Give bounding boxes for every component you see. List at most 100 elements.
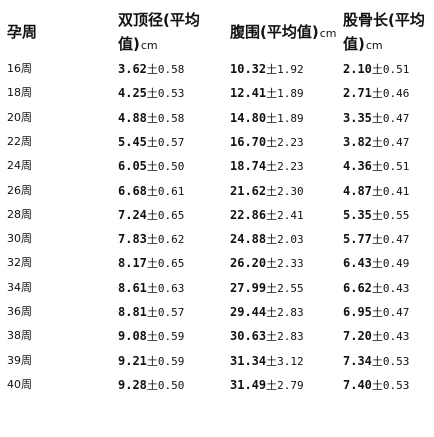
fl-mean: 5.77 [343,232,372,247]
ac-cell: 31.49土2.79 [230,373,304,398]
ac-sd: 土1.92 [266,63,304,76]
bpd-mean: 8.17 [118,256,147,271]
bpd-sd: 土0.63 [146,281,185,295]
ac-cell: 30.63土2.83 [230,324,304,349]
ac-mean: 21.62 [230,183,267,198]
fl-sd: 土0.47 [371,135,410,149]
ac-mean: 16.70 [230,134,267,149]
fl-cell: 7.20土0.43 [343,324,409,349]
header-bpd-unit: cm [140,39,158,52]
bpd-mean: 6.68 [118,183,147,198]
bpd-sd: 土0.50 [146,160,185,174]
fl-sd: 土0.49 [371,257,410,271]
header-bpd-line2-text: 值) [118,35,140,53]
table-row: 30周 7.83土0.62 24.88土2.03 5.77土0.47 [0,227,434,251]
fl-mean: 7.40 [343,377,372,392]
bpd-sd: 土0.53 [146,87,185,101]
bpd-cell: 8.61土0.63 [118,276,184,301]
week-cell: 30周 [7,232,32,246]
ac-mean: 22.86 [230,207,267,222]
bpd-sd: 土0.62 [146,233,185,247]
fl-mean: 5.35 [343,207,372,222]
table-row: 38周 9.08土0.59 30.63土2.83 7.20土0.43 [0,324,434,348]
bpd-mean: 4.88 [118,110,147,125]
fl-mean: 4.87 [343,183,372,198]
bpd-mean: 6.05 [118,159,147,174]
week-cell: 24周 [7,159,32,173]
bpd-cell: 9.21土0.59 [118,349,184,374]
ac-mean: 31.49 [230,377,267,392]
bpd-cell: 9.08土0.59 [118,324,184,349]
ac-cell: 22.86土2.41 [230,203,304,228]
ac-sd: 土3.12 [266,354,304,368]
header-fl-line2-text: 值) [343,35,365,53]
bpd-sd: 土0.65 [146,208,185,222]
ac-cell: 29.44土2.83 [230,300,304,325]
fl-cell: 3.82土0.47 [343,130,409,155]
table-row: 28周 7.24土0.65 22.86土2.41 5.35土0.55 [0,203,434,227]
bpd-cell: 4.88土0.58 [118,106,184,131]
ac-sd: 土2.03 [266,233,304,247]
week-cell: 18周 [7,86,32,100]
header-biparietal-diameter: 双顶径(平均 值)cm [118,8,200,58]
fl-mean: 7.34 [343,353,372,368]
fl-cell: 3.35土0.47 [343,106,409,131]
week-cell: 39周 [7,353,32,367]
bpd-sd: 土0.61 [146,184,185,198]
bpd-sd: 土0.58 [146,111,185,125]
header-fl-line1: 股骨长(平均 [343,11,425,29]
table-row: 24周 6.05土0.50 18.74土2.23 4.36土0.51 [0,154,434,178]
ac-cell: 31.34土3.12 [230,349,304,374]
header-bpd-line1: 双顶径(平均 [118,11,200,29]
bpd-cell: 4.25土0.53 [118,81,184,106]
ac-cell: 18.74土2.23 [230,154,304,179]
ac-mean: 31.34 [230,353,267,368]
fl-sd: 土0.47 [371,111,410,125]
ac-cell: 10.32土1.92 [230,57,304,82]
bpd-mean: 3.62 [118,62,147,76]
table-row: 34周 8.61土0.63 27.99土2.55 6.62土0.43 [0,276,434,300]
bpd-cell: 3.62土0.58 [118,57,184,82]
bpd-cell: 5.45土0.57 [118,130,184,155]
ac-sd: 土2.23 [266,160,304,174]
bpd-sd: 土0.59 [146,354,185,368]
header-ac-label: 腹围(平均值) [230,23,319,41]
fl-mean: 6.95 [343,305,372,319]
fl-cell: 4.36土0.51 [343,154,409,179]
header-bpd-line2: 值)cm [118,32,200,58]
ac-sd: 土1.89 [266,111,304,125]
ac-cell: 27.99土2.55 [230,276,304,301]
ac-sd: 土2.83 [266,306,304,319]
fl-cell: 5.35土0.55 [343,203,409,228]
week-cell: 20周 [7,110,32,124]
table-row: 40周 9.28土0.50 31.49土2.79 7.40土0.53 [0,373,434,397]
ac-cell: 21.62土2.30 [230,179,304,204]
bpd-sd: 土0.50 [146,378,185,392]
header-abdominal-circumference: 腹围(平均值)cm [230,20,336,46]
bpd-sd: 土0.57 [146,306,185,319]
fl-sd: 土0.43 [371,330,410,344]
header-fl-unit: cm [365,39,383,52]
bpd-mean: 7.24 [118,207,147,222]
fl-mean: 3.35 [343,110,372,125]
ac-cell: 16.70土2.23 [230,130,304,155]
fl-cell: 6.43土0.49 [343,251,409,276]
fl-mean: 2.71 [343,86,372,101]
table-row: 20周 4.88土0.58 14.80土1.89 3.35土0.47 [0,106,434,130]
fl-mean: 4.36 [343,159,372,174]
ac-cell: 26.20土2.33 [230,251,304,276]
fl-mean: 6.43 [343,256,372,271]
bpd-cell: 8.17土0.65 [118,251,184,276]
table-row: 32周 8.17土0.65 26.20土2.33 6.43土0.49 [0,251,434,275]
table-row: 22周 5.45土0.57 16.70土2.23 3.82土0.47 [0,130,434,154]
week-cell: 16周 [7,62,32,75]
ac-mean: 18.74 [230,159,267,174]
fl-cell: 7.34土0.53 [343,349,409,374]
fl-cell: 7.40土0.53 [343,373,409,398]
bpd-cell: 8.81土0.57 [118,300,184,325]
fl-cell: 6.95土0.47 [343,300,409,325]
bpd-mean: 8.61 [118,280,147,295]
table-row: 26周 6.68土0.61 21.62土2.30 4.87土0.41 [0,179,434,203]
bpd-mean: 9.08 [118,329,147,344]
fl-sd: 土0.51 [371,63,410,76]
